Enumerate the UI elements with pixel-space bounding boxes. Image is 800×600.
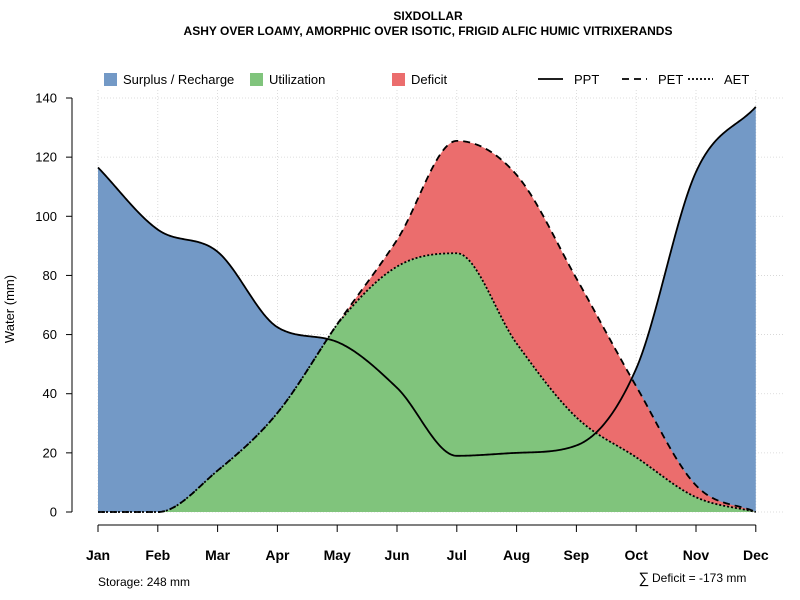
area-fills bbox=[98, 106, 756, 513]
deficit-annotation: Deficit = -173 mm bbox=[652, 571, 746, 585]
y-tick-label: 60 bbox=[43, 327, 57, 342]
legend: Surplus / Recharge Utilization Deficit PPT P… bbox=[104, 72, 749, 87]
legend-label: Surplus / Recharge bbox=[123, 72, 234, 87]
x-tick-label: Feb bbox=[145, 547, 170, 563]
deficit-sum-icon: ∑ bbox=[639, 570, 650, 587]
y-tick-label: 40 bbox=[43, 386, 57, 401]
chart-subtitle: ASHY OVER LOAMY, AMORPHIC OVER ISOTIC, F… bbox=[184, 24, 673, 38]
axes: 0 20 40 60 80 100 120 140 Jan Feb Mar Apr May Jun Jul A… bbox=[35, 91, 769, 564]
y-tick-label: 140 bbox=[35, 91, 57, 106]
x-tick-label: May bbox=[324, 547, 351, 563]
y-tick-label: 100 bbox=[35, 209, 57, 224]
legend-swatch bbox=[392, 73, 405, 86]
y-tick-label: 80 bbox=[43, 268, 57, 283]
x-tick-label: Nov bbox=[683, 547, 710, 563]
x-tick-label: Jan bbox=[86, 547, 110, 563]
x-tick-label: Sep bbox=[564, 547, 590, 563]
y-tick-label: 0 bbox=[50, 505, 57, 520]
legend-swatch bbox=[250, 73, 263, 86]
utilization-area bbox=[98, 253, 756, 512]
storage-annotation: Storage: 248 mm bbox=[98, 575, 190, 589]
x-tick-label: Mar bbox=[205, 547, 230, 563]
legend-swatch bbox=[104, 73, 117, 86]
y-axis-label: Water (mm) bbox=[2, 275, 17, 343]
deficit-area bbox=[98, 140, 756, 512]
y-tick-label: 120 bbox=[35, 150, 57, 165]
x-tick-label: Jun bbox=[385, 547, 410, 563]
x-tick-label: Apr bbox=[265, 547, 290, 563]
y-tick-label: 20 bbox=[43, 445, 57, 460]
surplus-recharge-area bbox=[98, 106, 756, 513]
x-tick-label: Dec bbox=[743, 547, 769, 563]
series-line-ppt bbox=[97, 106, 757, 457]
series-line-aet bbox=[98, 252, 757, 513]
legend-label: Deficit bbox=[411, 72, 448, 87]
x-tick-label: Oct bbox=[625, 547, 649, 563]
series-lines bbox=[97, 106, 757, 513]
x-tick-label: Jul bbox=[447, 547, 467, 563]
chart-title: SIXDOLLAR bbox=[393, 9, 463, 23]
x-tick-label: Aug bbox=[503, 547, 530, 563]
legend-label: PPT bbox=[574, 72, 599, 87]
legend-label: Utilization bbox=[269, 72, 325, 87]
legend-label: PET bbox=[658, 72, 683, 87]
legend-label: AET bbox=[724, 72, 749, 87]
